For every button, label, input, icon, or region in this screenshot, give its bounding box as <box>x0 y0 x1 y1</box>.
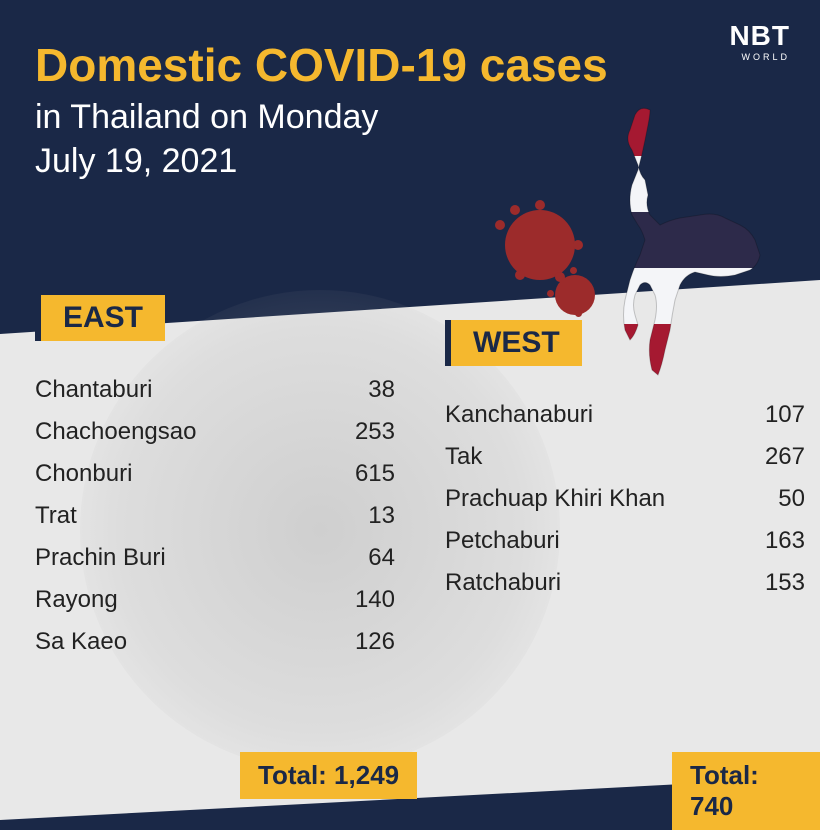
province-name: Chonburi <box>35 460 132 488</box>
table-row: Chantaburi 38 <box>35 369 395 411</box>
province-value: 38 <box>335 376 395 404</box>
logo-main: NBT <box>729 20 790 52</box>
virus-icon-small <box>555 275 595 315</box>
province-name: Ratchaburi <box>445 569 561 597</box>
table-row: Prachin Buri 64 <box>35 537 395 579</box>
table-row: Petchaburi 163 <box>445 520 805 562</box>
province-value: 13 <box>335 502 395 530</box>
province-name: Chachoengsao <box>35 418 196 446</box>
table-row: Ratchaburi 153 <box>445 562 805 604</box>
subtitle: in Thailand on Monday <box>35 98 378 137</box>
province-name: Sa Kaeo <box>35 628 127 656</box>
province-value: 64 <box>335 544 395 572</box>
east-label: EAST <box>35 295 165 341</box>
main-title: Domestic COVID-19 cases <box>35 38 608 92</box>
province-value: 267 <box>745 443 805 471</box>
province-value: 140 <box>335 586 395 614</box>
east-total: Total: 1,249 <box>240 752 417 799</box>
table-row: Rayong 140 <box>35 579 395 621</box>
province-value: 163 <box>745 527 805 555</box>
nbt-logo: NBT WORLD <box>729 20 790 62</box>
province-value: 107 <box>745 401 805 429</box>
province-name: Trat <box>35 502 77 530</box>
west-label: WEST <box>445 320 582 366</box>
province-value: 126 <box>335 628 395 656</box>
province-value: 153 <box>745 569 805 597</box>
east-column: EAST Chantaburi 38 Chachoengsao 253 Chonbu… <box>35 295 395 663</box>
province-name: Chantaburi <box>35 376 152 404</box>
table-row: Tak 267 <box>445 436 805 478</box>
table-row: Chachoengsao 253 <box>35 411 395 453</box>
date-text: July 19, 2021 <box>35 142 237 181</box>
province-value: 253 <box>335 418 395 446</box>
west-column: WEST Kanchanaburi 107 Tak 267 Prachuap Khi… <box>445 320 805 604</box>
west-total: Total: 740 <box>672 752 820 830</box>
province-name: Kanchanaburi <box>445 401 593 429</box>
province-name: Prachin Buri <box>35 544 166 572</box>
table-row: Prachuap Khiri Khan 50 <box>445 478 805 520</box>
west-rows: Kanchanaburi 107 Tak 267 Prachuap Khiri Kh… <box>445 394 805 604</box>
virus-icon <box>505 210 575 280</box>
province-name: Prachuap Khiri Khan <box>445 485 665 513</box>
table-row: Kanchanaburi 107 <box>445 394 805 436</box>
east-rows: Chantaburi 38 Chachoengsao 253 Chonburi 615… <box>35 369 395 663</box>
logo-sub: WORLD <box>729 52 790 62</box>
table-row: Trat 13 <box>35 495 395 537</box>
province-name: Rayong <box>35 586 118 614</box>
table-row: Sa Kaeo 126 <box>35 621 395 663</box>
province-name: Petchaburi <box>445 527 560 555</box>
province-value: 50 <box>745 485 805 513</box>
province-name: Tak <box>445 443 482 471</box>
table-row: Chonburi 615 <box>35 453 395 495</box>
province-value: 615 <box>335 460 395 488</box>
